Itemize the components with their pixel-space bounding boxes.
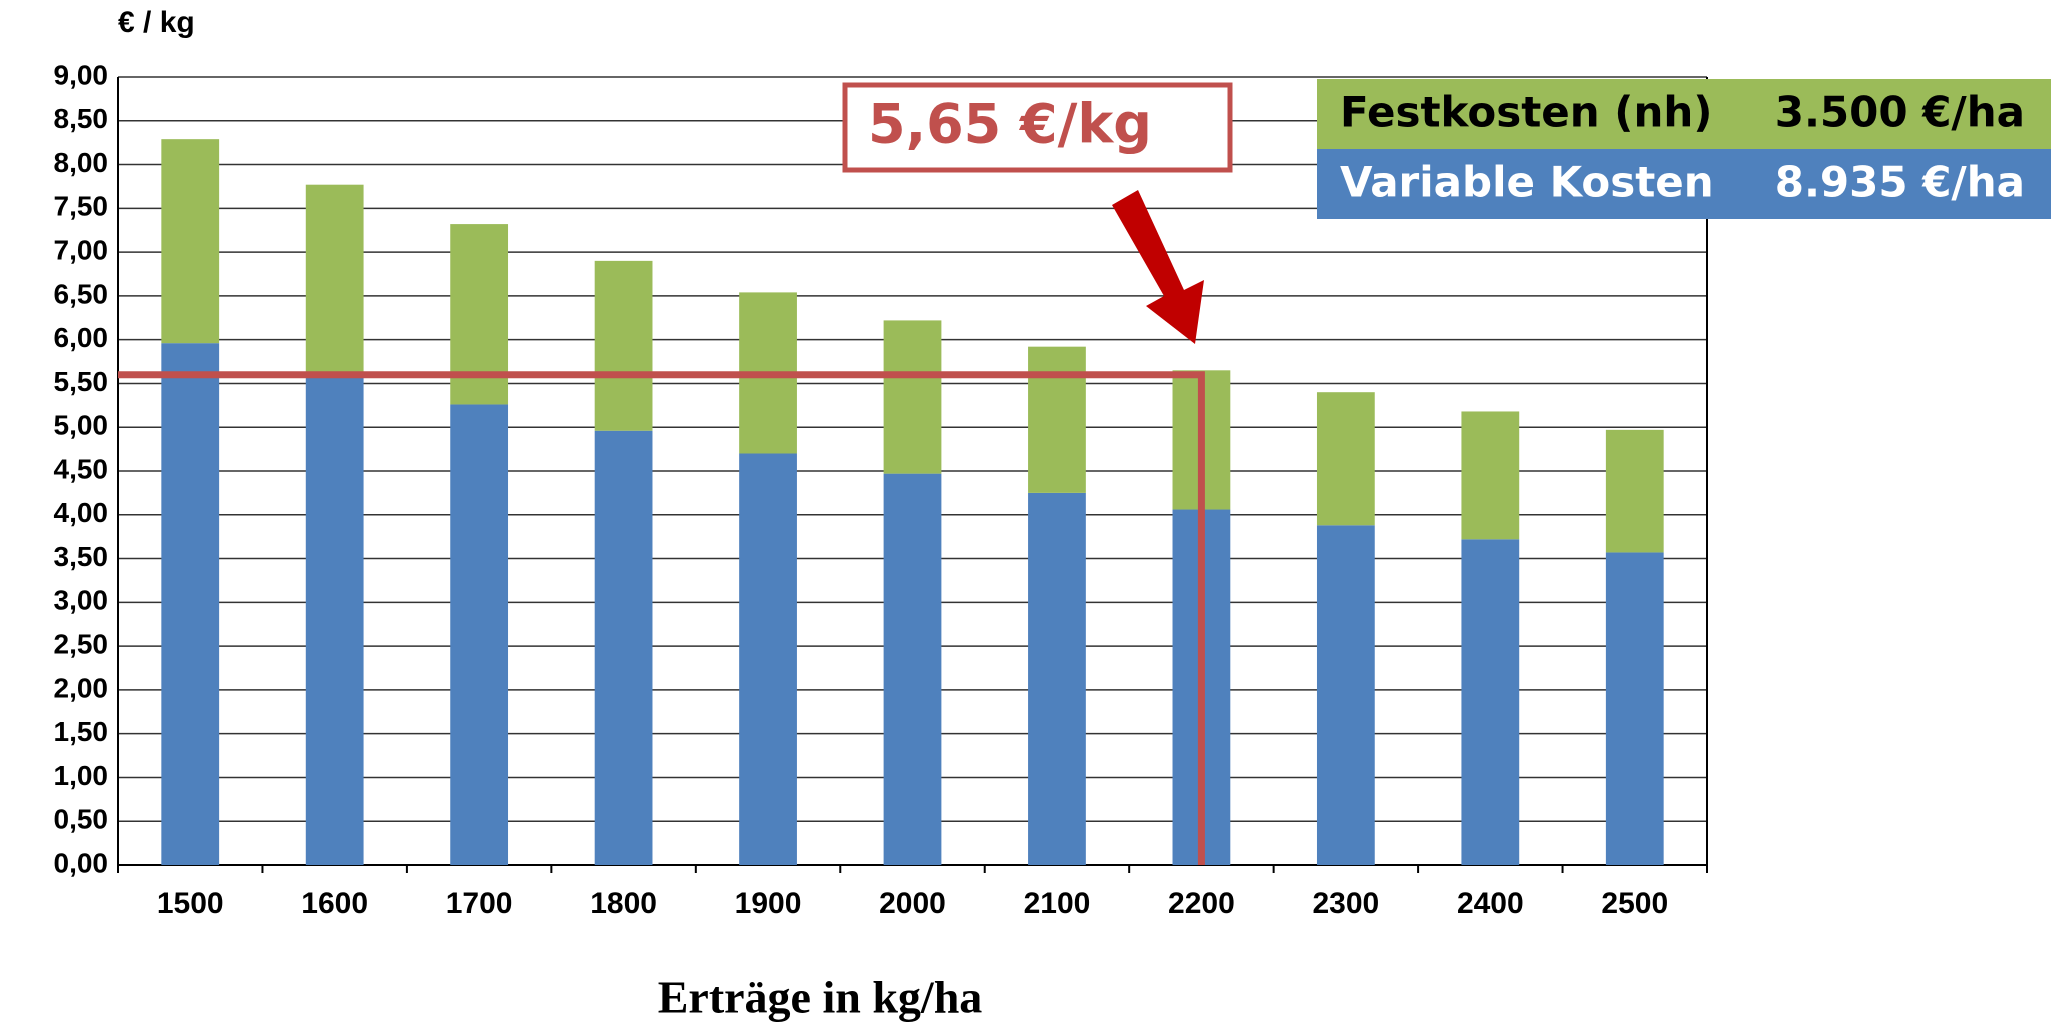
x-tick-label: 2400 bbox=[1457, 887, 1524, 920]
y-tick-label: 5,00 bbox=[54, 410, 109, 441]
bar-segment bbox=[1605, 552, 1664, 865]
y-tick-label: 3,00 bbox=[54, 585, 109, 616]
bar-segment bbox=[1461, 411, 1520, 540]
y-tick-label: 1,50 bbox=[54, 716, 109, 747]
y-tick-label: 8,00 bbox=[54, 147, 109, 178]
x-tick-label: 2200 bbox=[1168, 887, 1235, 920]
bar-segment bbox=[594, 430, 653, 865]
bar-segment bbox=[1316, 525, 1375, 865]
y-tick-label: 4,50 bbox=[54, 453, 109, 484]
x-tick-label: 1700 bbox=[446, 887, 513, 920]
y-tick-label: 7,00 bbox=[54, 235, 109, 266]
bar-segment bbox=[1028, 492, 1086, 865]
x-tick-label: 1600 bbox=[301, 887, 368, 920]
bar-segment bbox=[1316, 392, 1375, 526]
y-tick-label: 5,50 bbox=[54, 366, 109, 397]
x-tick-label: 2300 bbox=[1312, 887, 1379, 920]
bar-segment bbox=[1461, 539, 1520, 865]
bar-segment bbox=[305, 376, 364, 865]
bar-segment bbox=[450, 404, 509, 865]
x-tick-label: 2100 bbox=[1024, 887, 1091, 920]
annotation-arrow bbox=[1112, 190, 1204, 344]
annotation-box bbox=[842, 82, 1233, 173]
y-tick-label: 9,00 bbox=[54, 59, 109, 90]
bar-segment bbox=[305, 184, 364, 377]
y-tick-label: 4,00 bbox=[54, 497, 109, 528]
x-tick-label: 1800 bbox=[590, 887, 657, 920]
y-tick-label: 3,50 bbox=[54, 541, 109, 572]
bar-segment bbox=[1605, 429, 1664, 553]
marker-line bbox=[118, 371, 1205, 865]
legend-label: Variable Kosten bbox=[1340, 158, 1714, 207]
bar-segment bbox=[594, 260, 653, 431]
bar-segment bbox=[1028, 346, 1086, 493]
legend-box bbox=[1317, 79, 2051, 149]
x-tick-label: 2500 bbox=[1601, 887, 1668, 920]
legend-label: Festkosten (nh) bbox=[1340, 88, 1712, 137]
y-tick-label: 2,00 bbox=[54, 672, 109, 703]
bar-segment bbox=[883, 473, 942, 865]
y-tick-label: 6,00 bbox=[54, 322, 109, 353]
y-tick-label: 7,50 bbox=[54, 191, 109, 222]
bar-segment bbox=[161, 343, 220, 865]
y-tick-label: 0,50 bbox=[54, 804, 109, 835]
y-tick-label: 0,00 bbox=[54, 847, 109, 878]
y-tick-label: 1,00 bbox=[54, 760, 109, 791]
bar-segment bbox=[739, 453, 797, 865]
x-tick-label: 1900 bbox=[735, 887, 802, 920]
y-tick-label: 8,50 bbox=[54, 103, 109, 134]
legend-amount: 8.935 €/ha bbox=[1775, 158, 2025, 207]
legend-box bbox=[1317, 149, 2051, 219]
y-tick-label: 6,50 bbox=[54, 278, 109, 309]
x-axis-title: Erträge in kg/ha bbox=[658, 972, 983, 1023]
legend-amount: 3.500 €/ha bbox=[1775, 88, 2025, 137]
bar-segment bbox=[161, 139, 220, 344]
bar-segment bbox=[883, 320, 942, 474]
y-tick-label: 2,50 bbox=[54, 629, 109, 660]
x-tick-label: 2000 bbox=[879, 887, 946, 920]
y-unit: € / kg bbox=[118, 6, 195, 39]
annotation-text: 5,65 €/kg bbox=[868, 93, 1152, 156]
x-tick-label: 1500 bbox=[157, 887, 224, 920]
